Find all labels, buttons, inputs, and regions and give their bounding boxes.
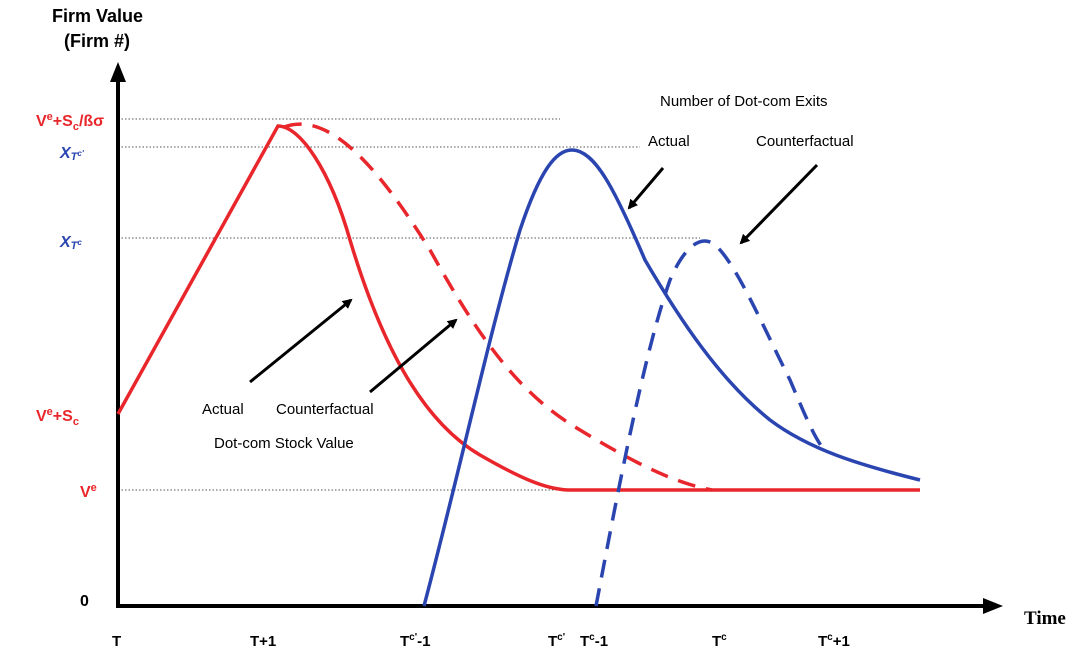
y-axis-title-line1: Firm Value [52, 6, 143, 26]
x-label-t-plus-1: T+1 [250, 633, 276, 650]
reference-lines [118, 118, 700, 491]
stock-counterfactual-arrow [369, 318, 458, 394]
y-axis-title-line2: (Firm #) [64, 31, 130, 51]
y-label-peak: Ve+Sc/ßσ [36, 111, 104, 133]
exits-counterfactual-label: Counterfactual [756, 133, 854, 150]
x-label-tc-prime: Tc' [548, 632, 565, 650]
exits-title: Number of Dot-com Exits [660, 93, 828, 110]
curves [116, 122, 921, 607]
stock-counterfactual-label: Counterfactual [276, 401, 374, 418]
exits-actual-arrow [627, 167, 665, 210]
y-label-ve-sc: Ve+Sc [36, 406, 79, 428]
x-label-tc-prime-minus-1: Tc'-1 [400, 632, 430, 650]
x-label-t: T [112, 633, 121, 650]
actual-stock-value-curve [116, 124, 920, 492]
x-label-tc-minus-1: Tc-1 [580, 632, 608, 650]
x-label-tc-plus-1: Tc+1 [818, 632, 850, 650]
x-axis-arrow [983, 598, 1003, 614]
stock-actual-label: Actual [202, 401, 244, 418]
stock-title: Dot-com Stock Value [214, 435, 354, 452]
x-axis-title: Time [1024, 608, 1066, 629]
stock-actual-arrow [249, 298, 353, 384]
y-axis-arrow [110, 62, 126, 82]
y-label-x-tc: XTc [59, 234, 82, 252]
axes [110, 62, 1003, 614]
x-label-tc: Tc [712, 632, 727, 650]
actual-exits-curve [422, 148, 921, 607]
exits-counterfactual-arrow [739, 163, 819, 245]
y-label-ve: Ve [80, 482, 97, 501]
annotation-arrows [249, 163, 819, 394]
origin-label: 0 [80, 593, 89, 610]
counterfactual-exits-curve [594, 239, 828, 607]
y-label-x-tc-prime: XTc' [59, 145, 85, 163]
exits-actual-label: Actual [648, 133, 690, 150]
counterfactual-stock-value-curve [283, 122, 713, 492]
